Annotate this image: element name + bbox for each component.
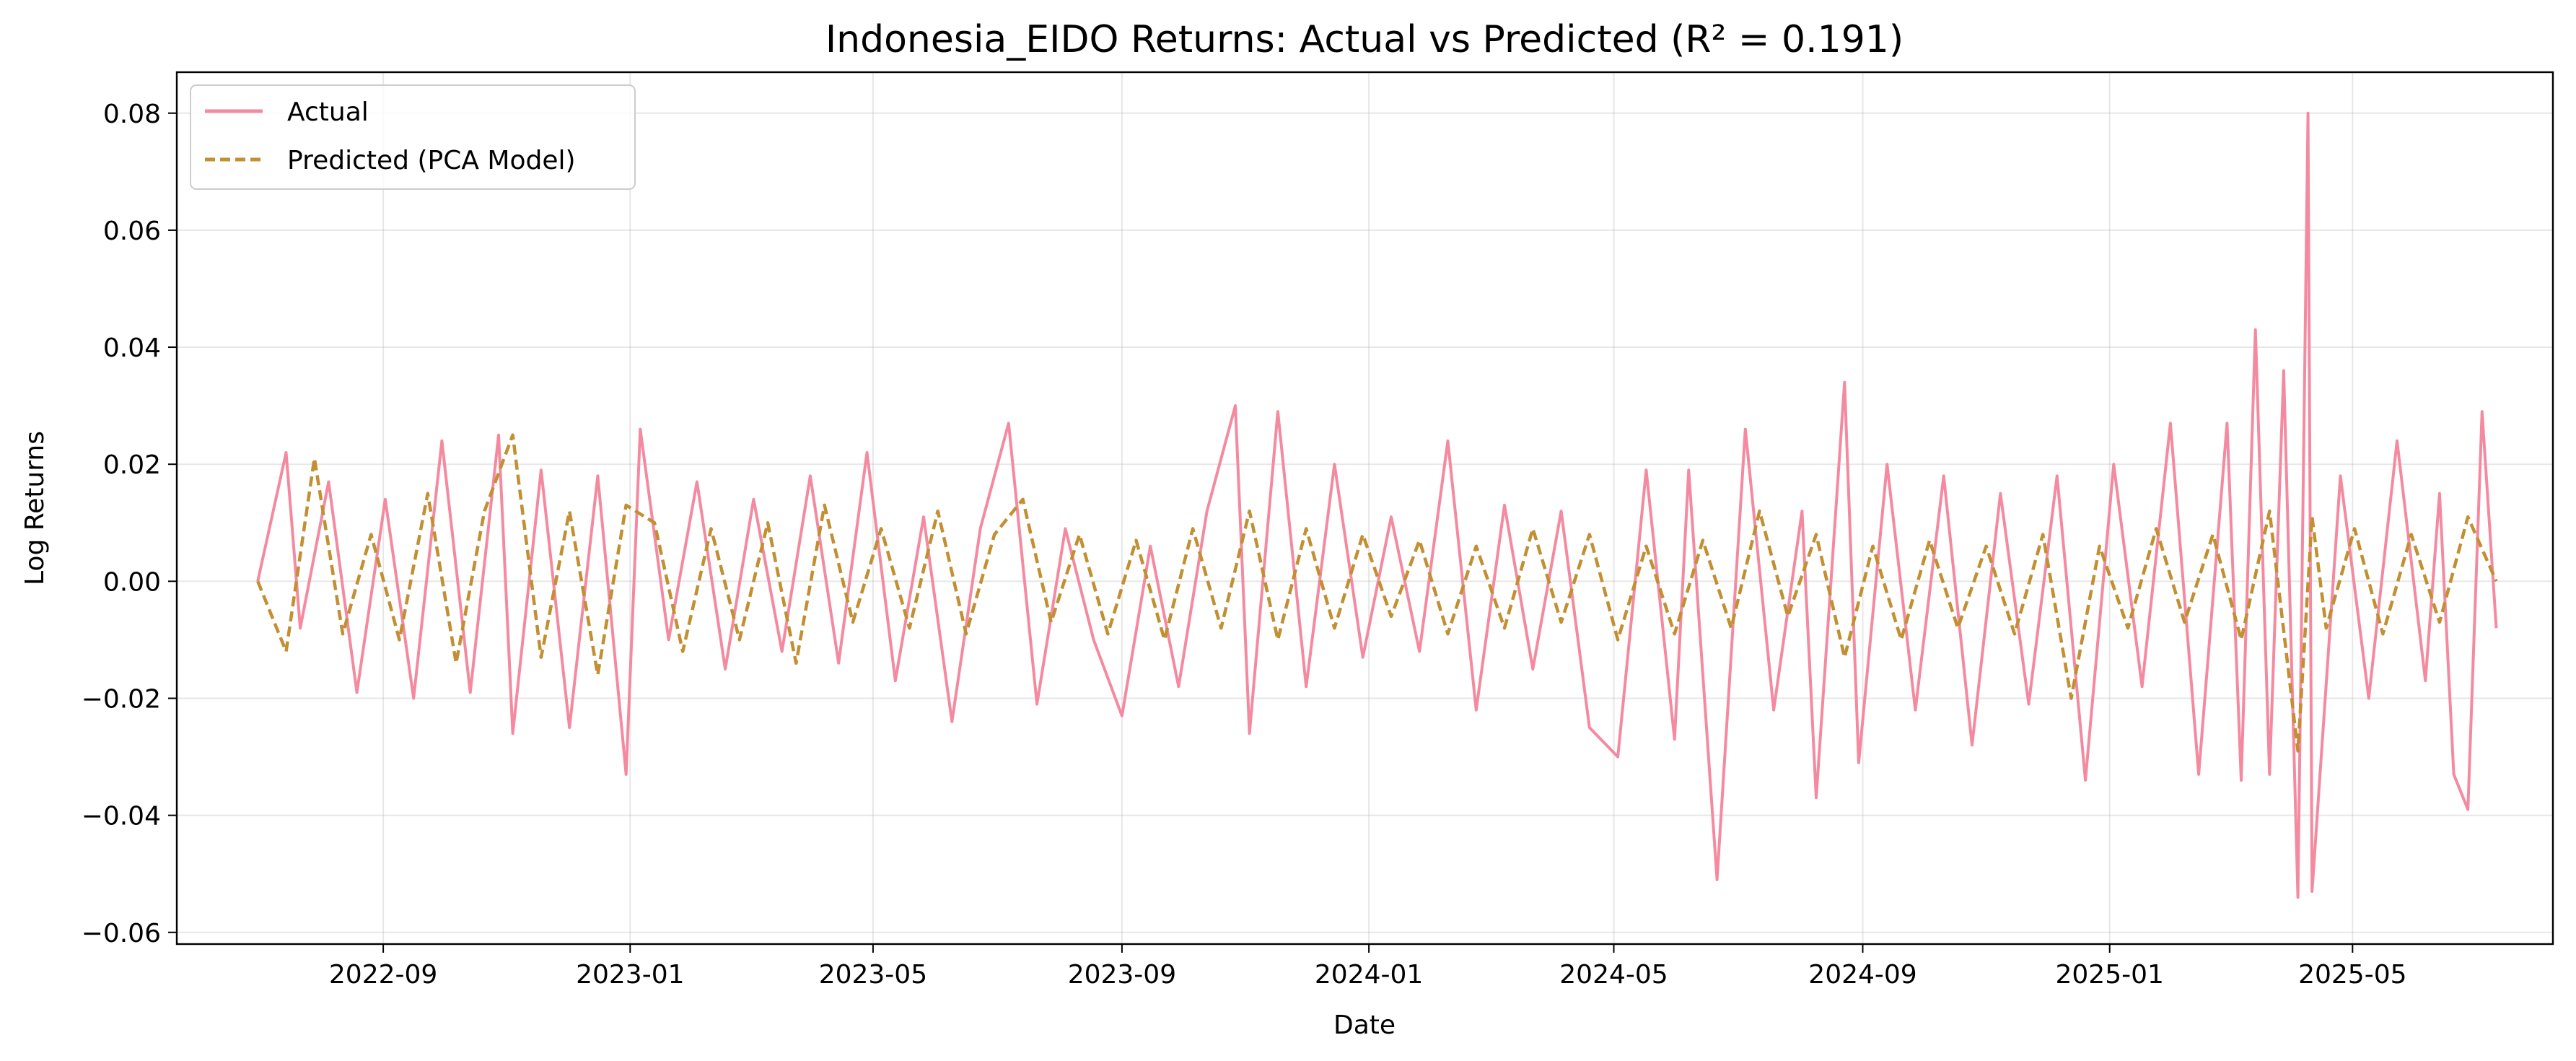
x-axis: 2022-09 2023-01 2023-05 2023-09 2024-01 2024-… [329, 944, 2407, 990]
y-tick-label: −0.06 [82, 919, 161, 948]
series-actual-line [256, 111, 2498, 899]
legend-label-predicted: Predicted (PCA Model) [287, 146, 576, 175]
y-axis-label: Log Returns [20, 431, 50, 585]
x-tick-label: 2022-09 [329, 960, 437, 990]
plot-frame [175, 71, 2554, 946]
y-tick-label: 0.04 [103, 333, 161, 363]
series-predicted-line [256, 433, 2498, 753]
x-tick-label: 2023-09 [1068, 960, 1176, 990]
x-tick-label: 2023-01 [576, 960, 684, 990]
legend: Actual Predicted (PCA Model) [190, 84, 636, 190]
grid [177, 72, 2553, 944]
chart-title: Indonesia_EIDO Returns: Actual vs Predic… [825, 18, 1903, 61]
x-axis-label: Date [1333, 1010, 1396, 1040]
y-tick-label: −0.04 [82, 802, 161, 831]
legend-box [190, 84, 636, 190]
x-tick-label: 2025-01 [2056, 960, 2164, 990]
x-tick-label: 2023-05 [819, 960, 927, 990]
legend-label-actual: Actual [287, 97, 369, 127]
y-tick-label: 0.06 [103, 217, 161, 246]
x-tick-label: 2025-05 [2298, 960, 2406, 990]
series-predicted [256, 433, 2498, 753]
x-tick-label: 2024-01 [1315, 960, 1423, 990]
y-axis: −0.06 −0.04 −0.02 0.00 0.02 0.04 0.06 0.08 [82, 100, 177, 948]
y-tick-label: 0.02 [103, 450, 161, 480]
y-tick-label: 0.08 [103, 100, 161, 129]
x-tick-label: 2024-05 [1559, 960, 1668, 990]
y-tick-label: 0.00 [103, 567, 161, 597]
series-actual [256, 111, 2498, 899]
y-tick-label: −0.02 [82, 684, 161, 714]
x-tick-label: 2024-09 [1808, 960, 1916, 990]
